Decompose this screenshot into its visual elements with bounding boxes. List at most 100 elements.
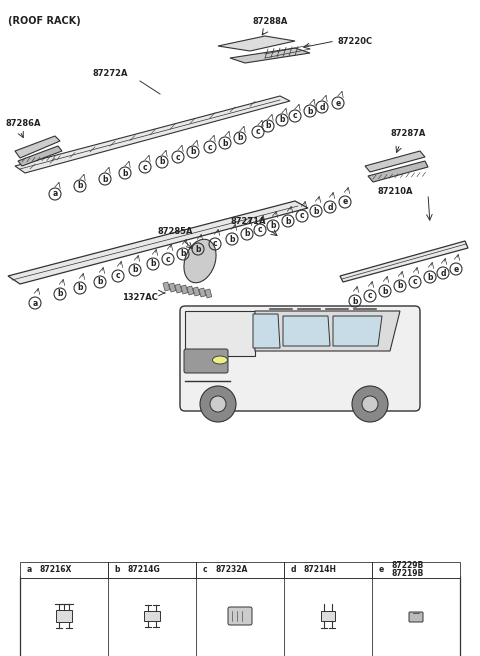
Text: b: b [102, 174, 108, 184]
FancyBboxPatch shape [180, 306, 420, 411]
Text: b: b [313, 207, 319, 216]
Text: 87287A: 87287A [390, 129, 426, 138]
Bar [163, 282, 170, 291]
Text: 87232A: 87232A [216, 565, 248, 575]
Text: 87214H: 87214H [304, 565, 337, 575]
Bar [284, 562, 372, 578]
Bar [321, 611, 335, 621]
Text: b: b [222, 138, 228, 148]
Polygon shape [333, 316, 382, 346]
Bar [187, 286, 194, 295]
Ellipse shape [213, 356, 228, 364]
FancyBboxPatch shape [228, 607, 252, 625]
Text: b: b [97, 277, 103, 287]
Polygon shape [185, 311, 255, 356]
FancyBboxPatch shape [184, 349, 228, 373]
Text: b: b [57, 289, 63, 298]
Text: c: c [413, 277, 417, 287]
FancyBboxPatch shape [409, 612, 423, 622]
Text: b: b [237, 134, 243, 142]
Text: c: c [176, 152, 180, 161]
Text: b: b [427, 272, 433, 281]
Text: c: c [208, 142, 212, 152]
Text: b: b [352, 297, 358, 306]
Circle shape [210, 396, 226, 412]
Circle shape [200, 386, 236, 422]
Text: b: b [382, 287, 388, 295]
Text: b: b [270, 222, 276, 230]
Text: b: b [307, 106, 313, 115]
Text: d: d [290, 565, 296, 575]
Polygon shape [255, 311, 400, 351]
Text: c: c [256, 127, 260, 136]
Text: c: c [143, 163, 147, 171]
Bar [144, 611, 160, 621]
Polygon shape [8, 201, 308, 284]
Text: b: b [77, 283, 83, 293]
Polygon shape [368, 161, 428, 182]
Text: c: c [293, 112, 297, 121]
Text: a: a [26, 565, 32, 575]
Polygon shape [230, 48, 310, 63]
Polygon shape [283, 316, 330, 346]
Circle shape [352, 386, 388, 422]
Text: a: a [52, 190, 58, 199]
Text: b: b [397, 281, 403, 291]
Text: 87271A: 87271A [230, 217, 266, 226]
Bar [56, 610, 72, 622]
Text: b: b [132, 266, 138, 274]
Text: 87219B: 87219B [392, 569, 424, 579]
Bar [20, 576, 460, 656]
Circle shape [362, 396, 378, 412]
Polygon shape [18, 146, 62, 166]
Bar [193, 287, 200, 296]
Polygon shape [365, 151, 425, 172]
Text: b: b [77, 182, 83, 190]
Text: 87216X: 87216X [40, 565, 72, 575]
Text: 1327AC: 1327AC [122, 293, 158, 302]
Text: 87220C: 87220C [337, 37, 372, 45]
Bar [20, 562, 108, 578]
Text: 87286A: 87286A [5, 119, 40, 128]
Polygon shape [15, 96, 290, 173]
Bar [108, 562, 196, 578]
Text: b: b [159, 157, 165, 167]
Ellipse shape [184, 239, 216, 283]
Polygon shape [15, 136, 60, 158]
Text: e: e [336, 98, 341, 108]
Bar [175, 284, 182, 293]
Text: b: b [265, 121, 271, 131]
Text: 87214G: 87214G [128, 565, 161, 575]
Text: e: e [378, 565, 384, 575]
Text: a: a [32, 298, 37, 308]
Text: d: d [327, 203, 333, 211]
Text: b: b [150, 260, 156, 268]
Text: b: b [244, 230, 250, 239]
Text: c: c [203, 565, 207, 575]
Text: b: b [285, 216, 291, 226]
Text: 87285A: 87285A [157, 227, 193, 236]
Text: e: e [342, 197, 348, 207]
Text: b: b [122, 169, 128, 178]
Text: 87272A: 87272A [92, 69, 128, 78]
Text: c: c [258, 226, 262, 234]
Text: c: c [368, 291, 372, 300]
Text: d: d [440, 268, 446, 277]
Bar [205, 289, 212, 298]
Text: 87229B: 87229B [392, 562, 424, 571]
Bar [372, 562, 460, 578]
Text: c: c [300, 211, 304, 220]
Text: b: b [180, 249, 186, 258]
Text: b: b [229, 234, 235, 243]
Text: 87210A: 87210A [377, 187, 413, 196]
Bar [169, 283, 176, 292]
Bar [196, 562, 284, 578]
Text: 87288A: 87288A [252, 17, 288, 26]
Text: c: c [213, 239, 217, 249]
Text: b: b [114, 565, 120, 575]
Text: (ROOF RACK): (ROOF RACK) [8, 16, 81, 26]
Bar [199, 288, 206, 297]
Text: b: b [195, 245, 201, 253]
Text: d: d [319, 102, 325, 112]
Bar [181, 285, 188, 294]
